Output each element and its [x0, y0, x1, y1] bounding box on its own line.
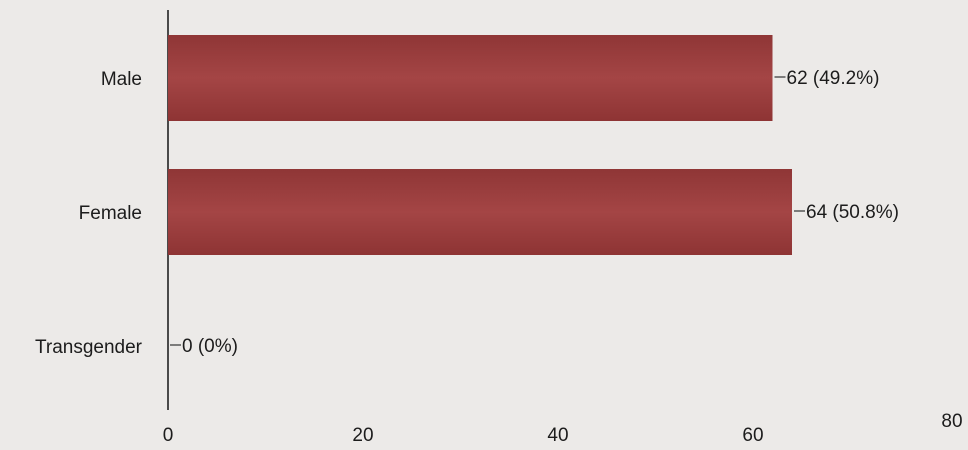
category-label-male: Male [101, 69, 142, 90]
x-tick-label-80: 80 [941, 411, 962, 432]
x-tick-label-20: 20 [352, 425, 373, 446]
data-label-transgender: 0 (0%) [182, 336, 238, 357]
data-label-male: 62 (49.2%) [787, 68, 880, 89]
x-tick-label-60: 60 [742, 425, 763, 446]
x-tick-labels-group: 0 20 40 60 80 [163, 411, 963, 446]
data-labels-group: 62 (49.2%) 64 (50.8%) 0 (0%) [170, 68, 899, 357]
category-label-female: Female [79, 203, 142, 224]
bar-female [168, 169, 792, 255]
category-labels-group: Male Female Transgender [35, 69, 143, 358]
bars-group [168, 35, 792, 255]
x-tick-label-0: 0 [163, 425, 174, 446]
category-label-transgender: Transgender [35, 337, 143, 358]
bar-male [168, 35, 773, 121]
x-tick-label-40: 40 [547, 425, 568, 446]
data-label-female: 64 (50.8%) [806, 202, 899, 223]
